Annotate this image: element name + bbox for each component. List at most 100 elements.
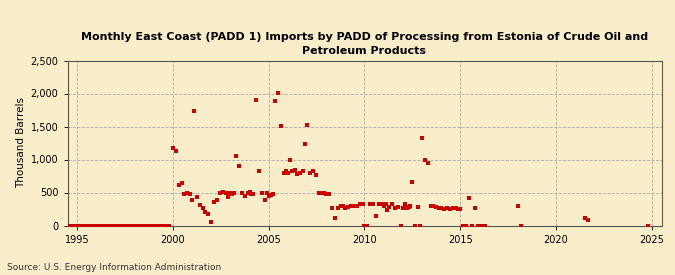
Point: [434, 205, 445, 210]
Point: [348, 204, 359, 208]
Point: [472, 223, 483, 228]
Point: [436, 205, 447, 210]
Point: [300, 141, 310, 146]
Point: [187, 197, 198, 202]
Point: [273, 91, 284, 95]
Point: [192, 195, 202, 199]
Point: [450, 205, 461, 210]
Point: [225, 190, 236, 195]
Point: [480, 223, 491, 228]
Point: [194, 203, 205, 207]
Point: [359, 223, 370, 228]
Point: [332, 206, 343, 211]
Point: [439, 207, 450, 211]
Point: [512, 204, 523, 208]
Y-axis label: Thousand Barrels: Thousand Barrels: [16, 98, 26, 188]
Point: [329, 215, 340, 220]
Point: [148, 223, 159, 228]
Point: [144, 223, 155, 228]
Point: [643, 223, 653, 228]
Point: [200, 210, 211, 214]
Point: [242, 191, 253, 195]
Point: [227, 192, 238, 197]
Point: [380, 202, 391, 207]
Point: [64, 223, 75, 228]
Title: Monthly East Coast (PADD 1) Imports by PADD of Processing from Estonia of Crude : Monthly East Coast (PADD 1) Imports by P…: [81, 32, 648, 56]
Point: [384, 205, 395, 209]
Point: [346, 204, 356, 208]
Point: [246, 192, 257, 196]
Point: [68, 223, 79, 228]
Point: [292, 172, 303, 176]
Point: [217, 190, 228, 194]
Point: [282, 171, 293, 175]
Point: [281, 169, 292, 174]
Point: [234, 164, 244, 168]
Point: [126, 223, 136, 228]
Point: [80, 223, 90, 228]
Point: [405, 204, 416, 208]
Point: [276, 124, 287, 128]
Point: [284, 157, 295, 162]
Point: [87, 223, 98, 228]
Point: [441, 205, 452, 210]
Point: [251, 98, 262, 102]
Point: [419, 157, 430, 162]
Point: [170, 149, 181, 153]
Point: [211, 198, 222, 203]
Text: Source: U.S. Energy Information Administration: Source: U.S. Energy Information Administ…: [7, 263, 221, 272]
Point: [304, 170, 315, 175]
Point: [387, 202, 398, 206]
Point: [244, 190, 255, 194]
Point: [343, 205, 354, 209]
Point: [407, 180, 418, 184]
Point: [176, 181, 187, 185]
Point: [114, 223, 125, 228]
Point: [401, 205, 412, 210]
Point: [515, 223, 526, 228]
Point: [206, 220, 217, 224]
Point: [357, 202, 368, 206]
Point: [583, 218, 593, 222]
Point: [323, 192, 334, 197]
Point: [122, 223, 132, 228]
Point: [455, 207, 466, 211]
Point: [248, 192, 259, 197]
Point: [321, 192, 331, 196]
Point: [365, 202, 376, 206]
Point: [448, 206, 458, 211]
Point: [261, 190, 272, 195]
Point: [91, 223, 102, 228]
Point: [95, 223, 105, 228]
Point: [412, 205, 423, 209]
Point: [423, 161, 433, 166]
Point: [220, 191, 231, 195]
Point: [289, 168, 300, 172]
Point: [466, 223, 477, 228]
Point: [428, 204, 439, 208]
Point: [377, 202, 387, 207]
Point: [110, 223, 121, 228]
Point: [215, 190, 225, 195]
Point: [338, 204, 349, 208]
Point: [203, 212, 214, 216]
Point: [99, 223, 109, 228]
Point: [152, 223, 163, 228]
Point: [410, 223, 421, 228]
Point: [425, 204, 436, 208]
Point: [464, 196, 475, 200]
Point: [129, 223, 140, 228]
Point: [313, 191, 324, 195]
Point: [453, 207, 464, 211]
Point: [352, 204, 362, 208]
Point: [393, 205, 404, 209]
Point: [197, 206, 208, 211]
Point: [319, 191, 329, 195]
Point: [179, 192, 190, 197]
Point: [76, 223, 86, 228]
Point: [458, 223, 468, 228]
Point: [163, 223, 174, 228]
Point: [270, 98, 281, 103]
Point: [474, 223, 485, 228]
Point: [389, 205, 400, 210]
